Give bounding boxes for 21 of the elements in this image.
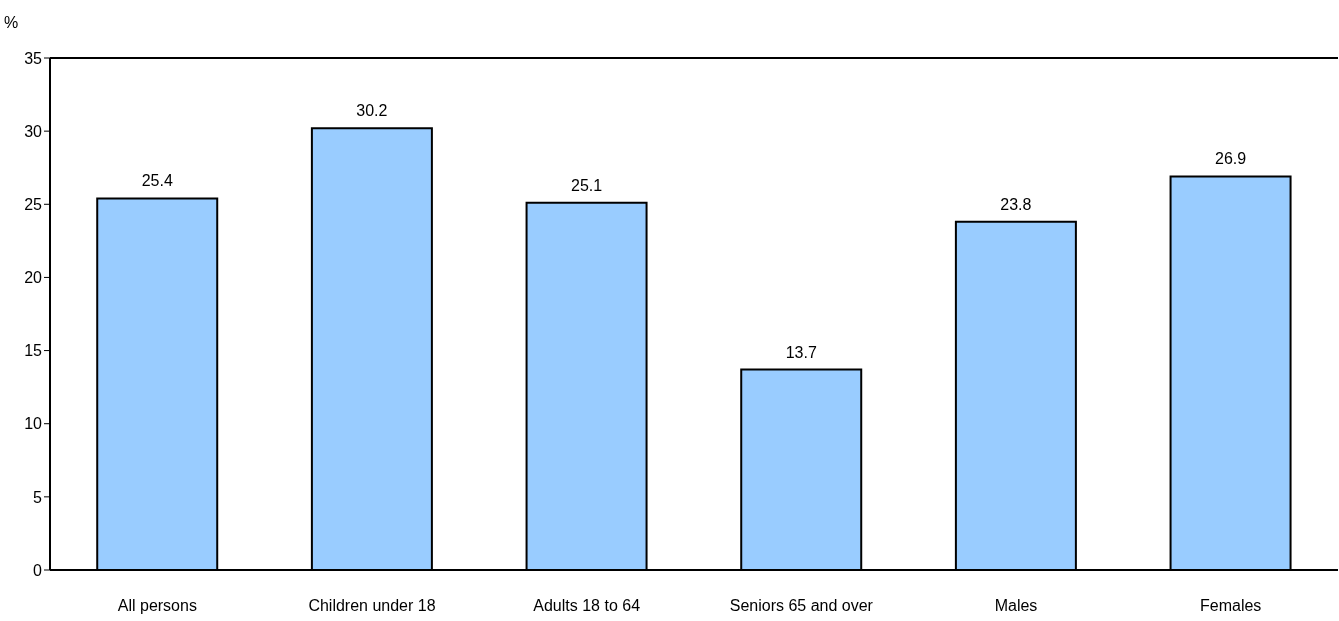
y-tick-label: 25 <box>24 195 43 213</box>
data-label: 23.8 <box>1000 195 1032 213</box>
x-tick-label: Children under 18 <box>308 597 436 615</box>
data-label: 30.2 <box>356 102 388 120</box>
y-tick-label: 5 <box>33 488 43 506</box>
y-tick-label: 0 <box>33 561 43 579</box>
data-label: 26.9 <box>1214 150 1247 168</box>
data-label: 25.1 <box>570 176 603 194</box>
y-axis-title: % <box>4 14 19 32</box>
y-tick-label: 30 <box>24 122 43 140</box>
y-tick-label: 20 <box>24 269 43 287</box>
x-tick-label: Seniors 65 and over <box>729 597 874 615</box>
x-tick-label: Adults 18 to 64 <box>533 597 641 615</box>
x-tick-label: All persons <box>117 597 197 615</box>
x-tick-label: Males <box>994 597 1038 615</box>
y-tick-label: 35 <box>24 49 43 67</box>
x-tick-label: Females <box>1199 597 1262 615</box>
y-tick-label: 10 <box>24 415 43 433</box>
y-tick-label: 15 <box>24 342 43 360</box>
data-label: 25.4 <box>141 172 173 190</box>
data-label: 13.7 <box>785 343 817 361</box>
